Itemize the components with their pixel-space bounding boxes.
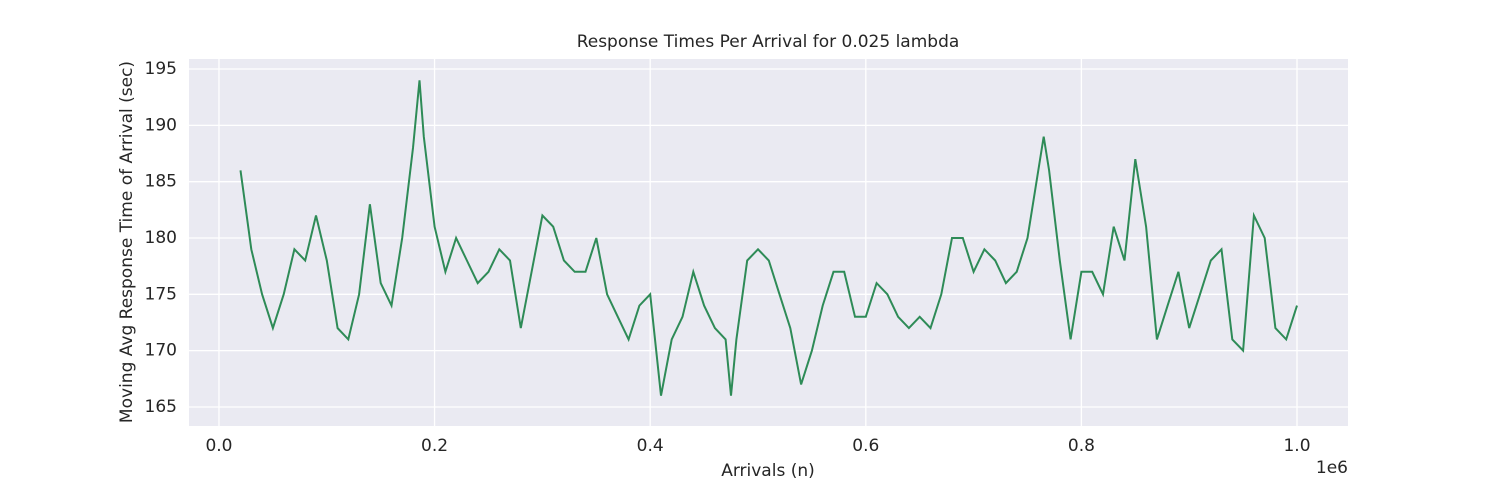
x-tick-label: 0.4 xyxy=(637,436,664,456)
y-tick-label: 175 xyxy=(145,284,177,304)
x-axis-label: Arrivals (n) xyxy=(721,461,815,480)
plot-area xyxy=(189,59,1348,426)
y-tick-label: 180 xyxy=(145,228,177,248)
x-offset-label: 1e6 xyxy=(1316,458,1348,478)
x-tick-label: 0.2 xyxy=(421,436,448,456)
x-tick-label: 1.0 xyxy=(1283,436,1310,456)
data-line xyxy=(239,80,1298,396)
x-tick-label: 0.8 xyxy=(1068,436,1095,456)
chart-title: Response Times Per Arrival for 0.025 lam… xyxy=(577,32,960,52)
y-tick-label: 195 xyxy=(145,59,177,79)
x-tick-label: 0.6 xyxy=(852,436,879,456)
x-tick-label: 0.0 xyxy=(205,436,232,456)
y-tick-label: 185 xyxy=(145,172,177,192)
y-axis-label: Moving Avg Response Time of Arrival (sec… xyxy=(117,61,137,423)
y-tick-label: 190 xyxy=(145,115,177,135)
y-tick-label: 165 xyxy=(145,397,177,417)
y-tick-label: 170 xyxy=(145,341,177,361)
